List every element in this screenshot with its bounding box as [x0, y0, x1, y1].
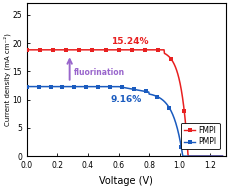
Text: 9.16%: 9.16% [111, 95, 142, 104]
X-axis label: Voltage (V): Voltage (V) [99, 176, 153, 186]
Text: 15.24%: 15.24% [111, 37, 148, 46]
Y-axis label: Current density (mA cm⁻²): Current density (mA cm⁻²) [3, 33, 11, 126]
Text: fluorination: fluorination [74, 68, 125, 77]
Legend: FMPI, PMPI: FMPI, PMPI [181, 123, 220, 149]
